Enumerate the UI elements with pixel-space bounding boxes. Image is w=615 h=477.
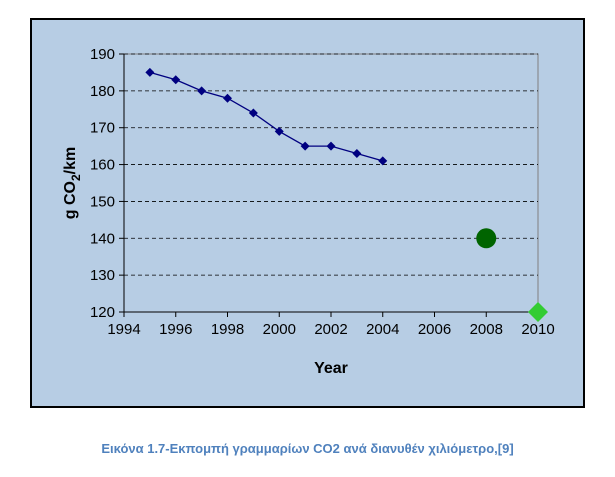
data-point-diamond: [197, 86, 207, 96]
data-point-diamond: [248, 108, 258, 118]
data-point-diamond: [145, 67, 155, 77]
data-point-diamond: [528, 302, 548, 322]
x-tick-label: 2004: [366, 321, 399, 338]
y-tick-label: 140: [90, 230, 115, 247]
y-tick-label: 130: [90, 267, 115, 284]
series-line: [149, 71, 383, 162]
x-tick-label: 2000: [263, 321, 296, 338]
y-axis-title: g CO2/km: [62, 147, 83, 219]
y-tick-label: 190: [90, 46, 115, 63]
x-tick-label: 1998: [211, 321, 244, 338]
x-tick-label: 2008: [470, 321, 503, 338]
co2-chart: 120 130 140 150 160 170 180 190 1994 1996 1998 2000…: [30, 18, 585, 408]
x-axis-title: Year: [314, 360, 348, 377]
figure-caption: Εικόνα 1.7-Εκπομπή γραμμαρίων CO2 ανά δι…: [101, 441, 514, 456]
y-tick-label: 150: [90, 193, 115, 210]
data-point-diamond: [223, 93, 232, 103]
data-point-diamond: [300, 141, 310, 151]
data-point-circle: [476, 228, 497, 249]
data-point-diamond: [171, 75, 181, 85]
data-point-diamond: [378, 156, 388, 166]
x-tick-label: 1996: [159, 321, 192, 338]
x-tick-label: 1994: [107, 321, 140, 338]
x-tick-label: 2006: [418, 321, 451, 338]
y-tick-label: 160: [90, 157, 115, 174]
x-tick-label: 2010: [521, 321, 554, 338]
data-point-diamond: [326, 141, 336, 151]
plot-area: [123, 53, 539, 313]
chart-figure: 120 130 140 150 160 170 180 190 1994 1996 1998 2000…: [30, 18, 585, 408]
y-tick-label: 120: [90, 304, 115, 321]
data-point-diamond: [352, 149, 362, 159]
y-tick-label: 170: [90, 120, 115, 137]
y-tick-label: 180: [90, 83, 115, 100]
x-tick-label: 2002: [314, 321, 347, 338]
